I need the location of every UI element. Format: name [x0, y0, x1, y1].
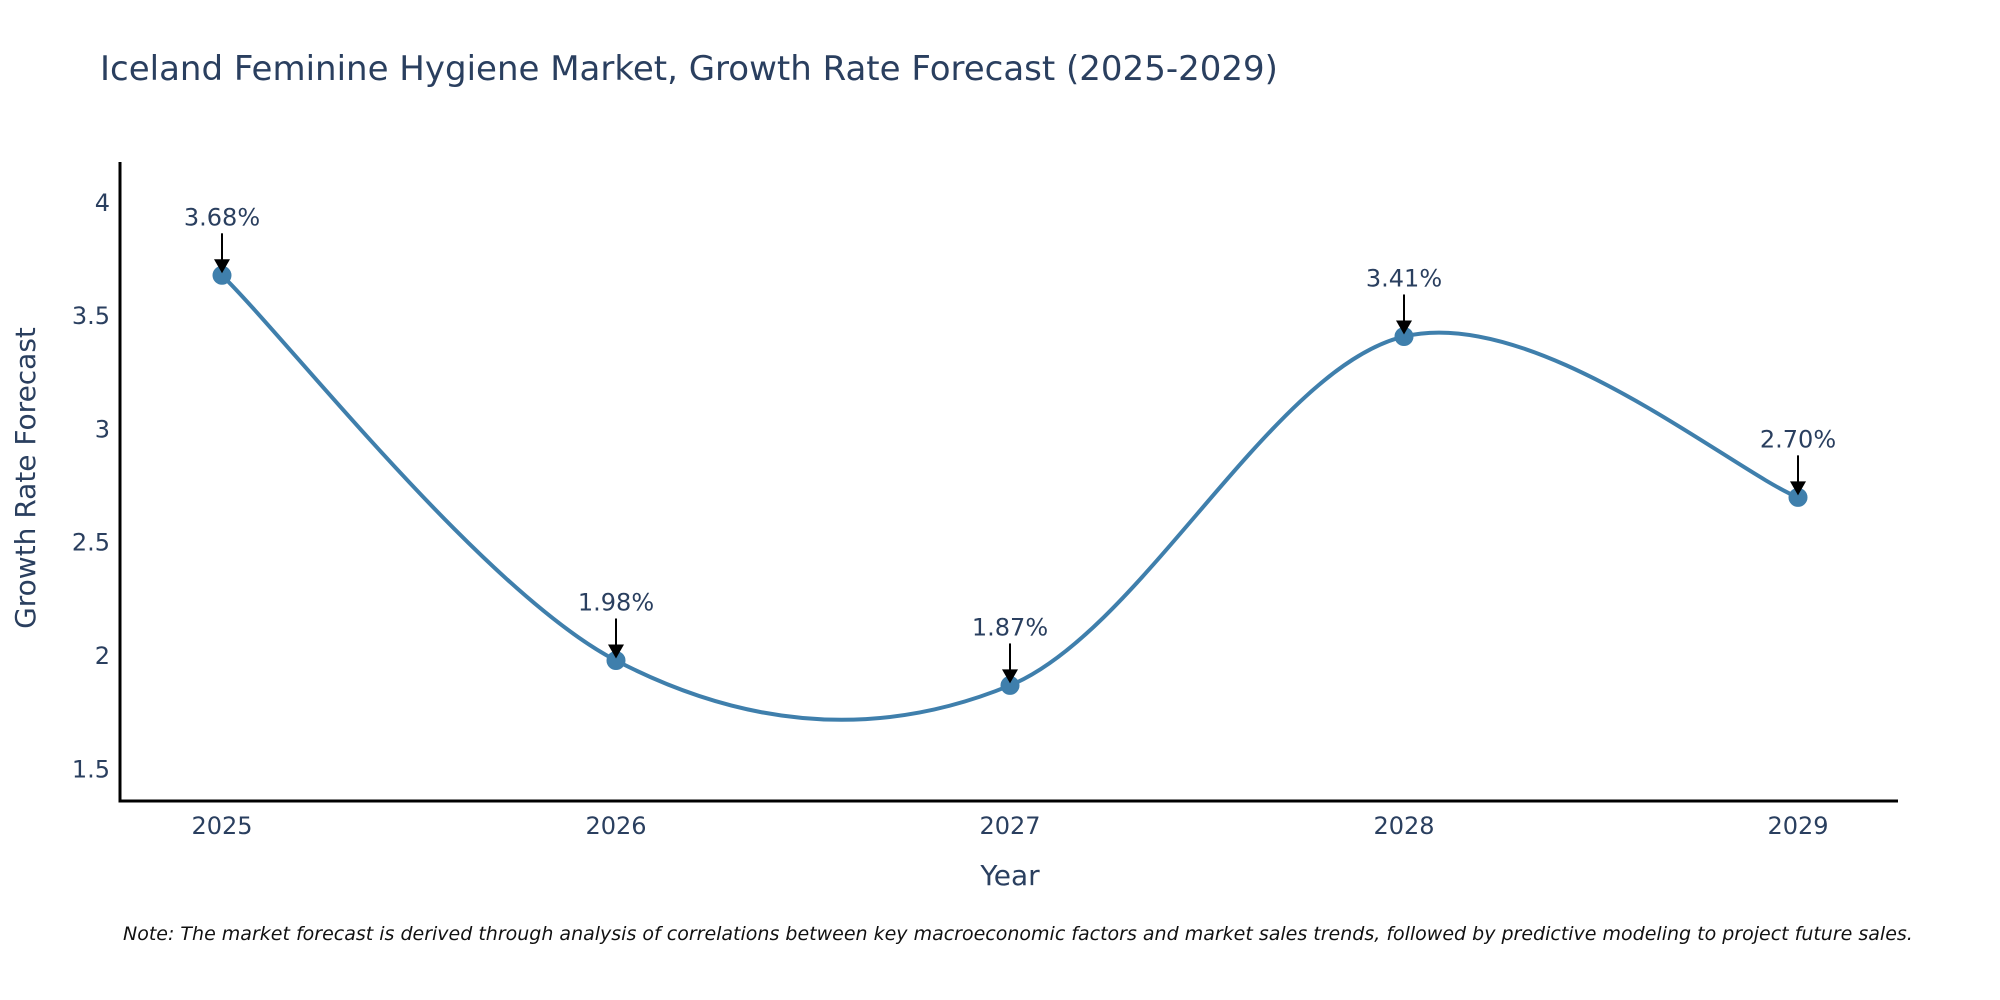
footnote: Note: The market forecast is derived thr… — [123, 923, 1913, 945]
annotation-arrowhead — [608, 644, 624, 659]
y-axis-title: Growth Rate Forecast — [9, 327, 42, 629]
y-tick-label: 2.5 — [72, 529, 110, 557]
annotation-arrowhead — [1396, 320, 1412, 335]
annotation-arrowhead — [1790, 481, 1806, 496]
data-label: 1.98% — [578, 589, 654, 617]
annotation-arrowhead — [214, 259, 230, 274]
data-label: 3.41% — [1366, 264, 1442, 292]
chart-title: Iceland Feminine Hygiene Market, Growth … — [100, 49, 1278, 89]
y-axis-ticks: 1.5 2 2.5 3 3.5 4 — [72, 189, 110, 783]
data-label: 1.87% — [972, 613, 1048, 641]
x-tick-label: 2028 — [1373, 812, 1434, 840]
x-axis-ticks: 2025 2026 2027 2028 2029 — [191, 812, 1828, 840]
data-annotations: 3.68% 1.98% 1.87% 3.41% 2.70% — [184, 203, 1836, 684]
y-tick-label: 4 — [95, 189, 110, 217]
y-tick-label: 3 — [95, 415, 110, 443]
data-markers — [212, 265, 1808, 695]
data-label: 3.68% — [184, 203, 260, 231]
annotation-arrowhead — [1002, 669, 1018, 684]
y-tick-label: 2 — [95, 642, 110, 670]
x-tick-label: 2027 — [979, 812, 1040, 840]
x-tick-label: 2029 — [1767, 812, 1828, 840]
y-tick-label: 1.5 — [72, 755, 110, 783]
x-tick-label: 2026 — [585, 812, 646, 840]
x-tick-label: 2025 — [191, 812, 252, 840]
y-tick-label: 3.5 — [72, 302, 110, 330]
data-label: 2.70% — [1760, 425, 1836, 453]
x-axis-title: Year — [979, 859, 1040, 892]
